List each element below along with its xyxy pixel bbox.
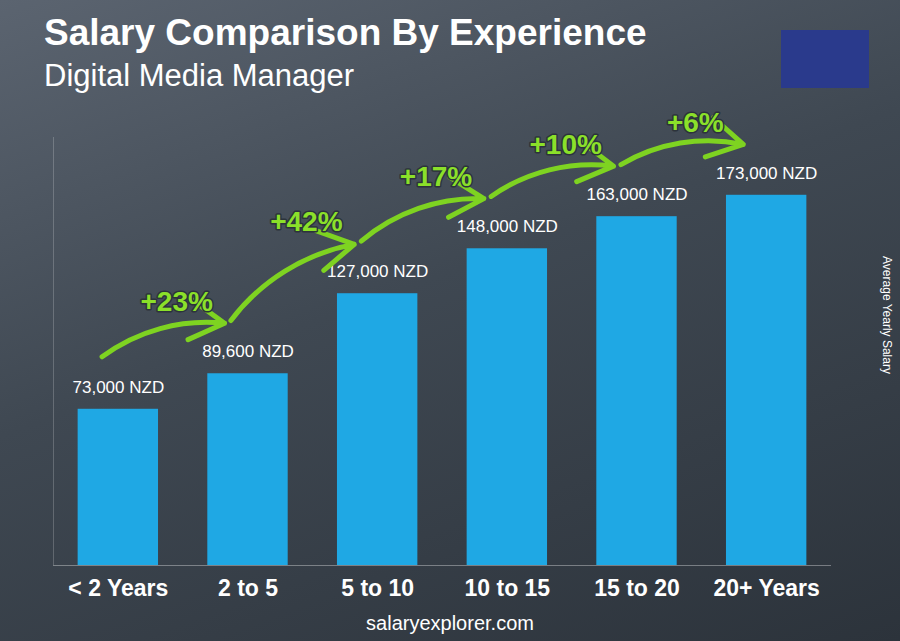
- html-text:Digital Media Manager: Digital Media Manager: [44, 58, 355, 93]
- html-text:Average Yearly Salary: Average Yearly Salary: [880, 256, 894, 374]
- html-text:Salary Comparison By Experienc: Salary Comparison By Experience: [44, 12, 647, 53]
- svg-text:+42%: +42%: [270, 206, 342, 237]
- svg-text:89,600 NZD: 89,600 NZD: [202, 342, 294, 361]
- svg-text:+6%: +6%: [667, 107, 724, 138]
- svg-text:127,000 NZD: 127,000 NZD: [327, 262, 428, 281]
- svg-text:+17%: +17%: [400, 161, 472, 192]
- svg-text:173,000 NZD: 173,000 NZD: [716, 164, 817, 183]
- svg-text:< 2 Years: < 2 Years: [68, 575, 168, 601]
- svg-text:5 to 10: 5 to 10: [341, 575, 414, 601]
- svg-text:163,000 NZD: 163,000 NZD: [586, 185, 687, 204]
- svg-text:73,000 NZD: 73,000 NZD: [72, 378, 164, 397]
- svg-text:+23%: +23%: [140, 286, 212, 317]
- svg-text:+10%: +10%: [529, 129, 601, 160]
- svg-text:20+ Years: 20+ Years: [713, 575, 819, 601]
- svg-text:148,000 NZD: 148,000 NZD: [457, 217, 558, 236]
- svg-text:10 to 15: 10 to 15: [465, 575, 551, 601]
- svg-text:2 to 5: 2 to 5: [218, 575, 278, 601]
- html-text:salaryexplorer.com: salaryexplorer.com: [366, 612, 534, 634]
- svg-text:15 to 20: 15 to 20: [594, 575, 680, 601]
